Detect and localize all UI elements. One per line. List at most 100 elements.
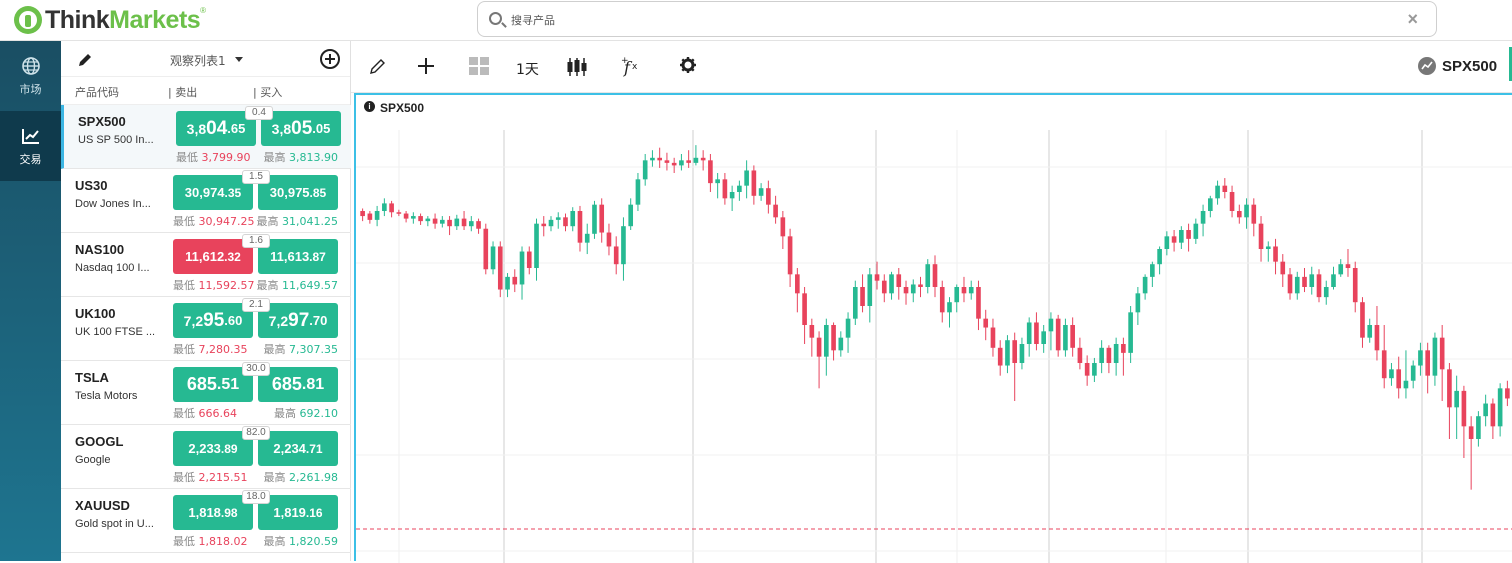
candle-body — [881, 280, 887, 294]
candle-body — [577, 211, 583, 243]
symbol-selector[interactable]: SPX500 — [1418, 57, 1497, 75]
watchlist-row[interactable]: GOOGL Google 2,233.89 82.0 2,234.71 最低 2,215.… — [61, 425, 351, 489]
candle-body — [1461, 390, 1467, 427]
candle-body — [490, 246, 496, 270]
candle-body — [613, 246, 619, 265]
day-low: 最低 2,215.51 — [173, 471, 248, 484]
candle-body — [708, 160, 713, 184]
candle-body — [635, 179, 641, 205]
top-bar: ThinkMarkets® × — [0, 0, 1512, 41]
search-input[interactable] — [511, 10, 1371, 30]
clear-icon[interactable]: × — [1407, 9, 1418, 29]
day-high: 最高 1,820.59 — [263, 535, 338, 548]
svg-text:+: + — [621, 56, 629, 66]
buy-button[interactable]: 685.81 — [258, 367, 338, 402]
watchlist-title[interactable]: 观察列表1 — [170, 54, 226, 68]
column-sell: | 卖出 — [168, 86, 198, 99]
chart-panel[interactable]: i SPX500 — [354, 93, 1512, 563]
candle-body — [961, 287, 967, 294]
candle-body — [1360, 302, 1365, 338]
sell-button[interactable]: 3,8 04.65 — [176, 111, 256, 146]
candle-body — [1186, 230, 1191, 239]
candle-body — [519, 251, 525, 285]
candle-body — [592, 204, 597, 234]
candle-body — [425, 218, 431, 222]
add-circle-icon[interactable] — [320, 49, 340, 69]
candle-body — [1439, 337, 1445, 370]
candle-body — [1468, 426, 1474, 439]
candle-body — [1092, 363, 1097, 376]
sell-button[interactable]: 11,612.32 — [173, 239, 253, 274]
watchlist-row[interactable]: XAUUSD Gold spot in U... 1,818.98 18.0 1,819… — [61, 489, 351, 553]
info-icon[interactable]: i — [364, 101, 375, 112]
candle-body — [1454, 390, 1459, 408]
candle-body — [555, 217, 561, 220]
day-high: 最高 3,813.90 — [263, 151, 338, 164]
candle-body — [497, 246, 503, 290]
candles-icon[interactable] — [566, 57, 588, 77]
nav-item-trade[interactable]: 交易 — [0, 111, 61, 181]
watchlist-row[interactable]: US30 Dow Jones In... 30,974.35 1.5 30,975.85… — [61, 169, 351, 233]
candle-body — [947, 302, 952, 313]
search-box[interactable]: × — [477, 1, 1437, 37]
watchlist-row[interactable]: UK100 UK 100 FTSE ... 7,2 95.60 2.1 7,2 97.70 最… — [61, 297, 351, 361]
sell-button[interactable]: 7,2 95.60 — [173, 303, 253, 338]
column-symbol: 产品代码 — [75, 86, 119, 99]
buy-button[interactable]: 7,2 97.70 — [258, 303, 338, 338]
candle-body — [1403, 380, 1409, 389]
candle-body — [1447, 369, 1452, 408]
interval-selector[interactable]: 1天 — [516, 62, 539, 78]
buy-button[interactable]: 2,234.71 — [258, 431, 338, 466]
candle-body — [570, 211, 576, 227]
candle-body — [1106, 347, 1112, 363]
spread-badge: 2.1 — [242, 298, 270, 312]
candle-body — [454, 218, 460, 227]
candle-body — [1280, 261, 1286, 275]
symbol-label: SPX500 — [1442, 57, 1498, 75]
gear-icon[interactable] — [680, 57, 696, 73]
candle-body — [548, 219, 554, 227]
day-low: 最低 7,280.35 — [173, 343, 248, 356]
candle-body — [1222, 185, 1228, 192]
candle-body — [1200, 211, 1206, 224]
column-buy: | 买入 — [253, 86, 283, 99]
candle-body — [896, 274, 902, 287]
candle-body — [1309, 274, 1315, 287]
candle-body — [483, 228, 489, 270]
row-symbol: TSLA — [75, 370, 109, 385]
buy-button[interactable]: 1,819.16 — [258, 495, 338, 530]
pencil-icon[interactable] — [77, 52, 93, 68]
candle-body — [1055, 318, 1061, 351]
watchlist-row[interactable]: SPX500 US SP 500 In... 3,8 04.65 0.4 3,8 05.05… — [61, 105, 351, 169]
fx-icon[interactable]: f x+ — [621, 55, 643, 77]
candle-body — [447, 219, 452, 227]
candle-body — [367, 213, 373, 220]
watchlist-row[interactable]: TSLA Tesla Motors 685.51 30.0 685.81 最低 666.6… — [61, 361, 351, 425]
nav-item-markets[interactable]: 市场 — [0, 41, 61, 111]
candle-body — [1121, 344, 1126, 353]
sell-button[interactable]: 1,818.98 — [173, 495, 253, 530]
thinkmarkets-logo[interactable]: ThinkMarkets® — [14, 5, 206, 35]
candle-body — [939, 287, 945, 313]
candle-body — [1244, 204, 1249, 218]
sell-button[interactable]: 2,233.89 — [173, 431, 253, 466]
left-nav: 市场 交易 — [0, 41, 61, 561]
candle-body — [1316, 274, 1322, 298]
crosshair-icon[interactable] — [417, 57, 435, 75]
buy-button[interactable]: 11,613.87 — [258, 239, 338, 274]
buy-button[interactable]: 30,975.85 — [258, 175, 338, 210]
candle-body — [910, 284, 916, 294]
candle-body — [382, 203, 387, 211]
chart-trend-icon — [21, 128, 39, 144]
buy-button[interactable]: 3,8 05.05 — [261, 111, 341, 146]
candlestick-chart[interactable] — [356, 95, 1512, 563]
chevron-down-icon[interactable] — [235, 57, 243, 62]
layout-icon[interactable] — [469, 57, 489, 75]
sell-button[interactable]: 30,974.35 — [173, 175, 253, 210]
candle-body — [664, 160, 670, 163]
candle-body — [1497, 388, 1503, 427]
watchlist-row[interactable]: NAS100 Nasdaq 100 I... 11,612.32 1.6 11,613.… — [61, 233, 351, 297]
sell-button[interactable]: 685.51 — [173, 367, 253, 402]
pencil-icon[interactable] — [369, 57, 387, 75]
candle-body — [1135, 293, 1141, 313]
